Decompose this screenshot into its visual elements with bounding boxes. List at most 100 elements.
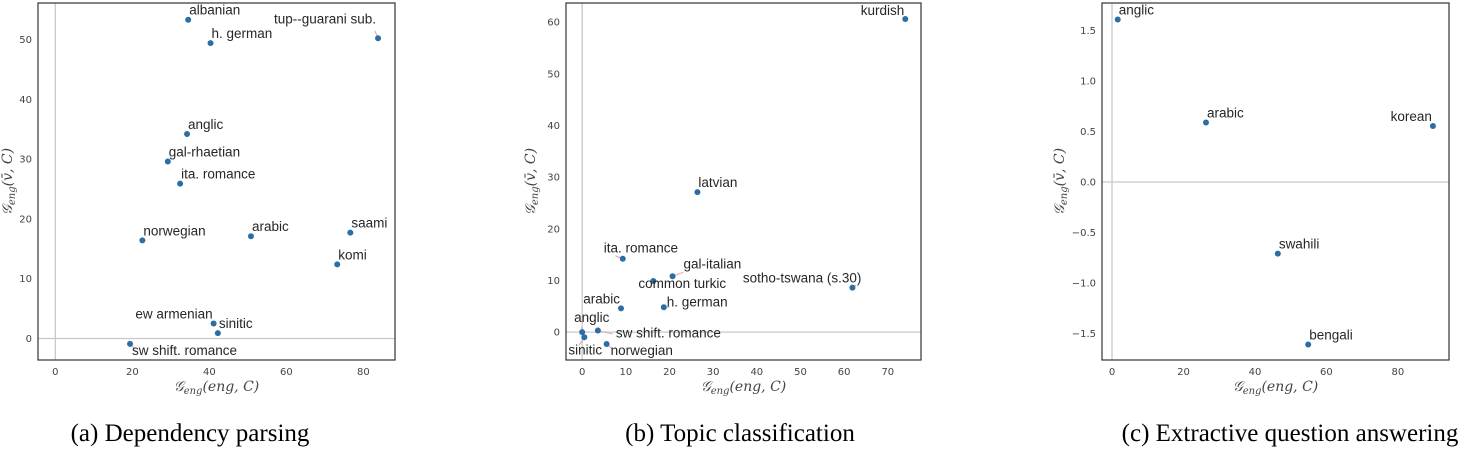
point-label: gal-rhaetian bbox=[169, 144, 240, 159]
y-axis-label: 𝒢eng(v̄, C) bbox=[0, 148, 18, 215]
x-tick-label: 20 bbox=[1177, 367, 1190, 378]
y-tick-label: 40 bbox=[547, 121, 560, 132]
axis-label-symbol: 𝒢 bbox=[523, 203, 539, 215]
axis-label-args: (v̄, C) bbox=[523, 148, 539, 186]
axis-label-subscript: eng bbox=[530, 186, 541, 205]
data-point bbox=[1429, 123, 1436, 130]
data-point bbox=[184, 130, 191, 137]
x-tick-label: 60 bbox=[280, 367, 293, 378]
y-tick-label: 30 bbox=[547, 173, 560, 184]
x-axis-label: 𝒢eng(eng, C) bbox=[174, 379, 260, 397]
y-tick-label: 0 bbox=[554, 328, 560, 339]
plot-frame bbox=[37, 2, 396, 361]
x-tick-label: 50 bbox=[794, 367, 807, 378]
data-point bbox=[207, 40, 214, 47]
data-point bbox=[177, 180, 184, 187]
data-point bbox=[669, 273, 676, 280]
y-tick-label: 0.0 bbox=[1080, 178, 1096, 189]
x-tick-label: 20 bbox=[126, 367, 139, 378]
data-point bbox=[247, 233, 254, 240]
point-label: ew armenian bbox=[135, 307, 212, 322]
point-label: latvian bbox=[698, 175, 737, 190]
x-axis-label: 𝒢eng(eng, C) bbox=[701, 379, 787, 397]
axis-label-symbol: 𝒢 bbox=[701, 379, 713, 395]
caption-b: (b) Topic classification bbox=[625, 420, 855, 447]
axis-label-args: (v̄, C) bbox=[1052, 148, 1068, 186]
x-tick-label: 40 bbox=[1249, 367, 1262, 378]
point-label: arabic bbox=[1207, 105, 1244, 120]
y-tick-label: −1.5 bbox=[1072, 329, 1096, 340]
plot-frame bbox=[565, 2, 922, 361]
point-label: norwegian bbox=[143, 223, 205, 238]
axis-label-symbol: 𝒢 bbox=[0, 203, 16, 215]
x-tick-label: 80 bbox=[1392, 367, 1405, 378]
x-tick-label: 20 bbox=[663, 367, 676, 378]
data-point bbox=[210, 320, 217, 327]
data-point bbox=[581, 334, 588, 341]
point-label: ita. romance bbox=[604, 241, 678, 256]
y-axis-label: 𝒢eng(v̄, C) bbox=[1052, 148, 1070, 215]
point-label: gal-italian bbox=[684, 256, 742, 271]
data-point bbox=[1274, 250, 1281, 257]
y-tick-label: −0.5 bbox=[1072, 228, 1096, 239]
y-tick-label: 0 bbox=[26, 334, 32, 345]
axis-label-subscript: eng bbox=[7, 186, 18, 205]
y-tick-label: 10 bbox=[547, 276, 560, 287]
axis-label-subscript: eng bbox=[711, 386, 730, 397]
point-label: kurdish bbox=[861, 3, 905, 18]
data-point bbox=[902, 16, 909, 23]
data-point bbox=[594, 327, 601, 334]
data-point bbox=[334, 261, 341, 268]
y-tick-label: 20 bbox=[547, 224, 560, 235]
plot-frame bbox=[1101, 2, 1450, 361]
y-tick-label: 60 bbox=[547, 18, 560, 29]
point-label: common turkic bbox=[638, 276, 726, 291]
data-point bbox=[660, 304, 667, 311]
axis-label-args: (eng, C) bbox=[729, 379, 786, 395]
x-tick-label: 40 bbox=[750, 367, 763, 378]
point-label: sw shift. romance bbox=[616, 326, 721, 341]
panel-c: 0 20 40 60 80−1.5−1.0−0.50.00.51.01.5𝒢eng(en… bbox=[1052, 2, 1450, 397]
point-label: anglic bbox=[1119, 3, 1155, 18]
point-label: arabic bbox=[583, 291, 620, 306]
x-axis-label: 𝒢eng(eng, C) bbox=[1233, 379, 1319, 397]
axis-label-args: (eng, C) bbox=[202, 379, 259, 395]
x-tick-label: 0 bbox=[52, 367, 58, 378]
data-point bbox=[1114, 16, 1121, 23]
y-tick-label: 1.0 bbox=[1080, 77, 1096, 88]
data-point bbox=[214, 330, 221, 337]
point-label: albanian bbox=[189, 3, 240, 18]
caption-c: (c) Extractive question answering bbox=[1121, 420, 1459, 447]
point-label: h. german bbox=[667, 294, 728, 309]
x-tick-label: 40 bbox=[203, 367, 216, 378]
caption-a: (a) Dependency parsing bbox=[70, 420, 310, 447]
axis-label-subscript: eng bbox=[184, 386, 203, 397]
data-point bbox=[619, 255, 626, 262]
data-point bbox=[694, 189, 701, 196]
y-tick-label: 0.5 bbox=[1080, 127, 1096, 138]
x-tick-label: 0 bbox=[579, 367, 585, 378]
y-tick-label: 40 bbox=[19, 95, 32, 106]
point-label: anglic bbox=[574, 310, 610, 325]
x-tick-label: 70 bbox=[881, 367, 894, 378]
point-label: sinitic bbox=[219, 316, 253, 331]
point-label: sinitic bbox=[568, 342, 602, 357]
data-point bbox=[618, 305, 625, 312]
axis-label-args: (v̄, C) bbox=[0, 148, 16, 186]
y-tick-label: 50 bbox=[547, 69, 560, 80]
point-label: arabic bbox=[252, 219, 289, 234]
data-point bbox=[1305, 341, 1312, 348]
y-tick-label: 50 bbox=[19, 35, 32, 46]
axis-label-symbol: 𝒢 bbox=[1233, 379, 1245, 395]
point-label: swahili bbox=[1279, 237, 1320, 252]
axis-label-symbol: 𝒢 bbox=[1052, 203, 1068, 215]
axis-label-subscript: eng bbox=[1243, 386, 1262, 397]
point-label: bengali bbox=[1309, 327, 1353, 342]
point-label: anglic bbox=[188, 117, 224, 132]
y-tick-label: 1.5 bbox=[1080, 26, 1096, 37]
x-tick-label: 80 bbox=[357, 367, 370, 378]
point-label: korean bbox=[1391, 109, 1432, 124]
